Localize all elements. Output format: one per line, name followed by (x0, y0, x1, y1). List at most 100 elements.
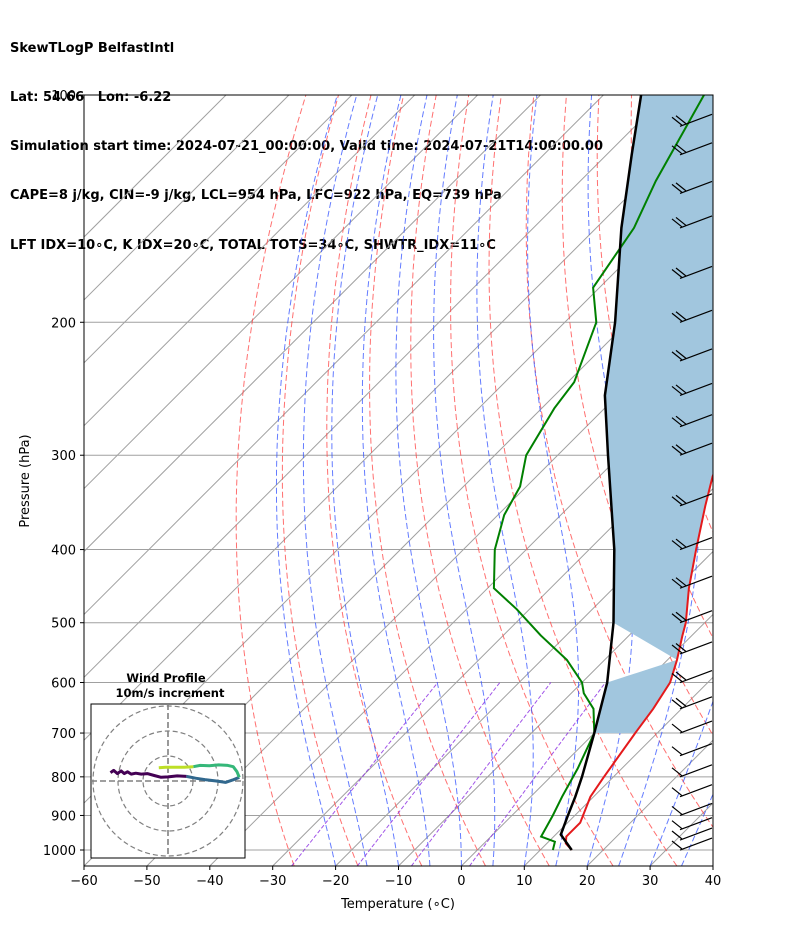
dry-adiabat (369, 95, 486, 866)
inset-plot (91, 704, 245, 858)
x-axis-ticks: −60 −50 −40 −30 −20 −10 0 10 20 30 40 (70, 866, 721, 889)
wind-barb (671, 215, 713, 229)
barb-feather (675, 444, 687, 454)
barb-feather (675, 415, 687, 425)
chart-header: SkewTLogP BelfastIntl Lat: 54.66 Lon: -6… (10, 8, 603, 270)
x-tick-label: −40 (196, 874, 223, 889)
isotherm-line (146, 299, 713, 866)
dry-adiabat (235, 95, 307, 866)
moist-adiabat (681, 792, 713, 866)
moist-adiabat (586, 95, 634, 866)
barb-staff (679, 817, 713, 831)
barb-feather (671, 723, 683, 733)
barb-staff (679, 180, 713, 194)
dry-adiabat (762, 95, 794, 866)
barb-staff (679, 142, 713, 156)
x-tick-label: −50 (133, 874, 160, 889)
moist-adiabat (476, 95, 534, 866)
hodograph-segment (193, 763, 241, 778)
wind-barb (671, 493, 713, 507)
cape-area (594, 95, 713, 734)
wind-barb (671, 669, 713, 684)
moist-adiabat (302, 95, 368, 866)
parcel-profile (559, 95, 643, 851)
inset-title: Wind Profile (126, 671, 206, 685)
dewpoint-profile (492, 95, 705, 851)
barb-staff (679, 827, 713, 841)
x-tick-label: 0 (457, 874, 465, 889)
barb-feather (671, 787, 683, 797)
barb-feather (671, 351, 683, 361)
wind-barb (671, 817, 713, 831)
barb-feather (671, 805, 683, 815)
moist-adiabat (433, 95, 496, 866)
barb-staff (679, 669, 713, 684)
temperature-profile (564, 472, 713, 851)
station-coordinates: Lat: 54.66 Lon: -6.22 (10, 90, 172, 106)
wind-barb (671, 382, 713, 397)
x-axis-label: Temperature (∘C) (340, 897, 455, 912)
wind-barb (671, 784, 713, 798)
wind-barb (671, 743, 713, 757)
barb-staff (679, 837, 713, 851)
x-tick-label: 30 (642, 874, 659, 889)
moist-adiabat (361, 95, 431, 866)
wind-profile-inset: Wind Profile 10m/s increment (90, 671, 246, 859)
barb-feather (671, 578, 683, 588)
dry-adiabat (281, 95, 359, 866)
y-axis-ticks: 100 200 300 400 500 600 700 800 900 1000 (43, 89, 84, 859)
x-tick-label: −20 (322, 874, 349, 889)
isotherm-line (84, 95, 541, 553)
y-tick-label: 600 (51, 677, 76, 692)
mixing-ratio-line (291, 682, 439, 866)
isotherm-line (398, 550, 713, 866)
dry-adiabat (410, 95, 550, 866)
wind-barb (671, 720, 713, 734)
dry-adiabat (561, 95, 713, 737)
dry-adiabat (525, 95, 713, 829)
wind-barb (671, 575, 713, 589)
barb-feather (671, 145, 683, 155)
barb-feather (671, 218, 683, 228)
wind-barb (671, 641, 713, 655)
cape-shading-lower (594, 659, 677, 734)
y-tick-label: 400 (51, 544, 76, 559)
barb-feather (671, 613, 683, 623)
barb-feather (671, 540, 683, 550)
barb-staff (679, 215, 713, 229)
barb-feather (675, 311, 687, 321)
barb-feather (675, 267, 687, 277)
x-tick-label: −30 (259, 874, 286, 889)
wind-barbs (671, 113, 713, 851)
cape-shading (604, 95, 713, 660)
wind-barb (671, 265, 713, 280)
x-tick-label: 20 (579, 874, 596, 889)
barb-feather (671, 840, 683, 850)
wind-barb (671, 414, 713, 428)
y-tick-label: 200 (51, 316, 76, 331)
barb-feather (671, 644, 683, 654)
isotherm-line (272, 424, 713, 866)
barb-staff (679, 641, 713, 655)
y-tick-label: 500 (51, 617, 76, 632)
moist-adiabat (649, 699, 713, 866)
barb-feather (675, 697, 687, 707)
isotherm-line (84, 95, 667, 679)
moist-adiabat (527, 95, 580, 866)
barb-staff (679, 382, 713, 397)
barb-feather (675, 611, 687, 621)
barb-feather (671, 312, 683, 322)
dry-adiabat (488, 95, 678, 866)
dry-adiabat (729, 95, 794, 866)
y-tick-label: 800 (51, 771, 76, 786)
barb-feather (671, 673, 683, 682)
isotherm-line (209, 362, 713, 866)
barb-feather (671, 417, 683, 427)
isotherm-line (84, 95, 604, 616)
isotherm-line (84, 95, 416, 427)
barb-feather (675, 643, 687, 652)
barb-staff (679, 265, 713, 280)
barb-staff (679, 348, 713, 362)
barb-staff (679, 802, 713, 817)
